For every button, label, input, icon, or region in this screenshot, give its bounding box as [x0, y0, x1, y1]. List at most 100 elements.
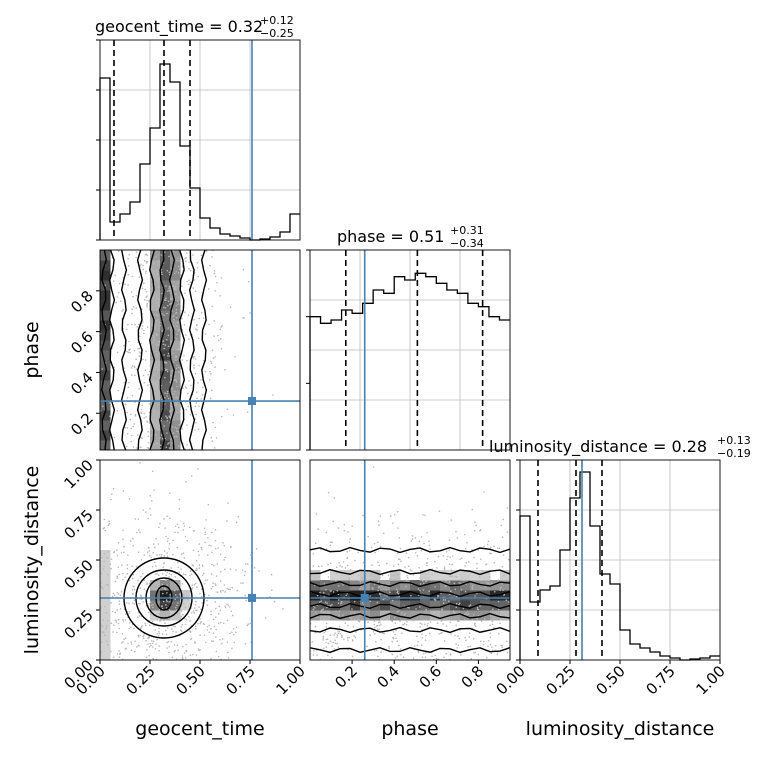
- sample-point: [210, 587, 213, 590]
- sample-point: [209, 264, 211, 267]
- sample-point: [325, 531, 328, 534]
- density-cell: [150, 360, 161, 371]
- sample-point: [373, 632, 376, 635]
- sample-point: [470, 657, 473, 660]
- sample-point: [455, 606, 458, 608]
- sample-point: [342, 614, 344, 616]
- sample-point: [231, 586, 233, 589]
- sample-point: [451, 563, 453, 566]
- sample-point: [130, 367, 133, 369]
- sample-point: [199, 634, 201, 636]
- sample-point: [201, 548, 203, 551]
- sample-point: [131, 365, 134, 367]
- density-cell: [100, 600, 111, 611]
- sample-point: [399, 648, 402, 650]
- sample-point: [406, 576, 409, 579]
- sample-point: [373, 542, 376, 545]
- sample-point: [407, 556, 410, 559]
- sample-point: [452, 611, 455, 614]
- sample-point: [322, 639, 324, 641]
- sample-point: [128, 627, 131, 630]
- sample-point: [329, 562, 332, 565]
- density-cell: [480, 590, 491, 601]
- sample-point: [106, 619, 109, 622]
- sample-point: [150, 614, 152, 616]
- sample-point: [100, 641, 103, 643]
- sample-point: [166, 304, 169, 307]
- sample-point: [344, 622, 347, 624]
- sample-point: [116, 409, 119, 412]
- sample-point: [172, 393, 174, 395]
- sample-point: [169, 416, 172, 419]
- sample-point: [386, 618, 388, 621]
- sample-point: [178, 410, 181, 413]
- sample-point: [450, 633, 452, 635]
- sample-point: [215, 437, 218, 439]
- sample-point: [175, 304, 178, 307]
- sample-point: [471, 588, 474, 590]
- sample-point: [369, 634, 371, 637]
- sample-point: [234, 631, 237, 634]
- sample-point: [185, 643, 187, 646]
- sample-point: [168, 271, 171, 274]
- sample-point: [151, 306, 154, 308]
- sample-point: [469, 645, 472, 648]
- sample-point: [219, 638, 221, 641]
- sample-point: [227, 588, 230, 590]
- sample-point: [394, 633, 397, 636]
- sample-point: [177, 272, 180, 274]
- density-cell: [150, 340, 161, 351]
- sample-point: [127, 386, 130, 389]
- sample-point: [442, 599, 445, 601]
- sample-point: [429, 621, 432, 623]
- sample-point: [189, 654, 192, 656]
- density-cell: [400, 610, 411, 621]
- sample-point: [244, 570, 247, 573]
- sample-point: [164, 622, 166, 624]
- sample-point: [131, 323, 133, 326]
- sample-point: [247, 280, 250, 283]
- sample-point: [161, 313, 163, 315]
- sample-point: [195, 628, 197, 630]
- sample-point: [219, 580, 222, 582]
- sample-point: [182, 522, 185, 525]
- sample-point: [177, 296, 180, 299]
- sample-point: [349, 538, 351, 540]
- sample-point: [353, 600, 356, 603]
- sample-point: [323, 615, 325, 618]
- sample-point: [377, 520, 380, 523]
- sample-point: [331, 656, 333, 659]
- sample-point: [125, 445, 128, 448]
- truth-marker: [248, 594, 256, 602]
- sample-point: [181, 318, 183, 320]
- sample-point: [144, 369, 147, 371]
- sample-point: [419, 583, 422, 585]
- sample-point: [494, 590, 496, 593]
- density-cell: [100, 560, 111, 571]
- sample-point: [145, 656, 148, 659]
- sample-point: [415, 635, 418, 638]
- ylabel-luminosity-distance: luminosity_distance: [21, 466, 43, 655]
- sample-point: [392, 636, 394, 639]
- sample-point: [404, 613, 406, 615]
- sample-point: [179, 268, 181, 271]
- sample-point: [345, 594, 348, 597]
- sample-point: [172, 554, 174, 556]
- sample-point: [450, 519, 453, 521]
- sample-point: [155, 537, 158, 540]
- sample-point: [282, 607, 284, 610]
- sample-point: [177, 257, 179, 260]
- sample-point: [448, 539, 451, 542]
- sample-point: [167, 397, 170, 400]
- sample-point: [137, 634, 139, 637]
- sample-point: [143, 260, 146, 262]
- sample-point: [244, 642, 247, 645]
- sample-point: [116, 549, 118, 551]
- sample-point: [454, 612, 456, 614]
- sample-point: [371, 587, 374, 589]
- sample-point: [397, 563, 400, 566]
- sample-point: [451, 555, 454, 557]
- sample-point: [375, 576, 377, 578]
- sample-point: [198, 567, 201, 569]
- sample-point: [155, 643, 157, 645]
